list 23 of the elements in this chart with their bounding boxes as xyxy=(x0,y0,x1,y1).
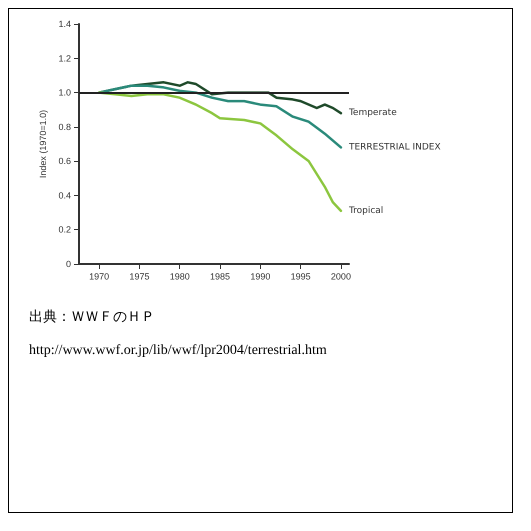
y-axis-title: Index (1970=1.0) xyxy=(38,110,48,178)
text: http://www.wwf.or.jp/lib/wwf/lpr2004/terrestrial.htm xyxy=(29,342,328,360)
series-label: TERRESTRIAL INDEX xyxy=(348,142,441,152)
series-label: Temperate xyxy=(348,108,398,118)
y-tick-label: 0.2 xyxy=(58,224,71,235)
x-tick-label: 1970 xyxy=(89,272,110,282)
y-tick-label: 0.8 xyxy=(58,122,71,132)
y-tick-label: 0.6 xyxy=(58,156,71,166)
x-tick-label: 1985 xyxy=(210,272,230,282)
line-series xyxy=(98,84,342,149)
y-tick-label: 1.0 xyxy=(58,88,71,98)
x-tick-label: 1975 xyxy=(129,272,150,282)
x-tick-label: 1990 xyxy=(250,272,270,282)
series-label: Tropical xyxy=(348,206,384,216)
x-tick-label: 1980 xyxy=(170,272,190,282)
line-series xyxy=(98,91,342,212)
y-tick-label: 1.4 xyxy=(58,19,71,29)
y-tick-label: 1.2 xyxy=(58,53,71,64)
x-tick-label: 1995 xyxy=(290,272,311,282)
y-tick-label: 0.4 xyxy=(58,190,71,200)
y-tick-label: 0 xyxy=(66,259,71,269)
source-note: 出典：ＷＷＦのＨＰ xyxy=(29,308,156,327)
x-tick-label: 2000 xyxy=(330,272,351,282)
